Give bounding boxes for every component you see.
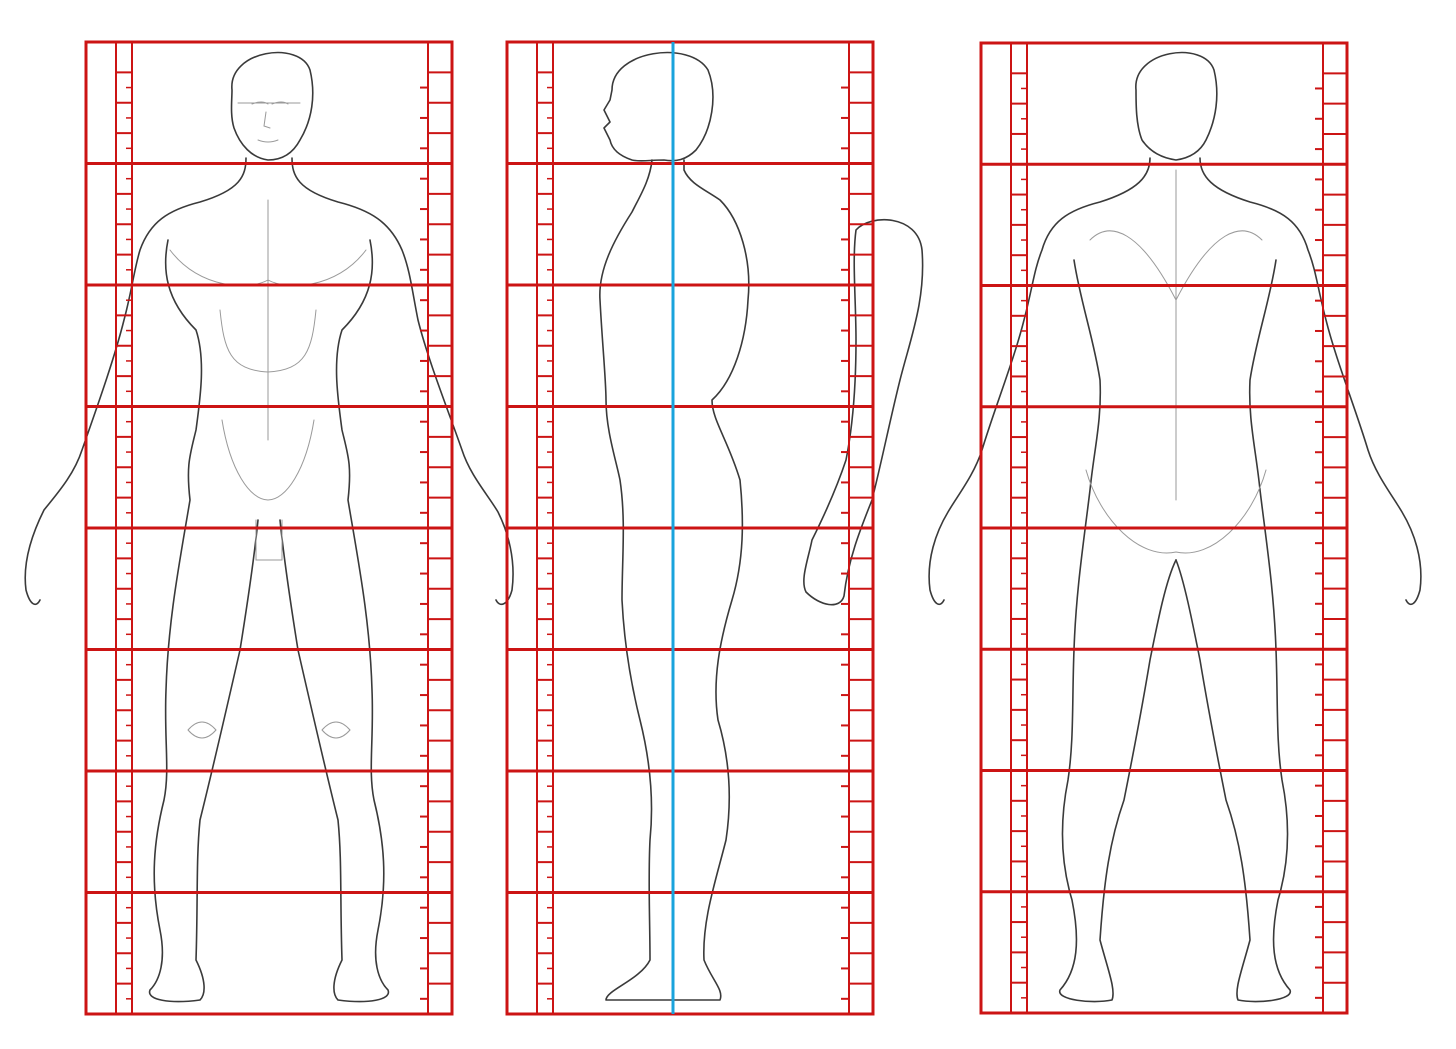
back-grid [979, 41, 1349, 1015]
side-figure [599, 51, 924, 1001]
back-figure [928, 51, 1422, 1003]
front-grid [84, 40, 454, 1016]
side-grid [505, 40, 875, 1016]
front-figure [24, 51, 514, 1003]
